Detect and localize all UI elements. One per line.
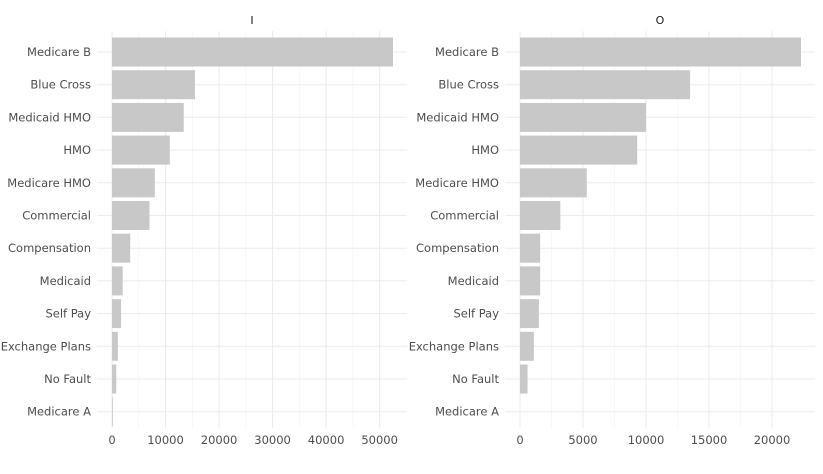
category-label: HMO (63, 143, 91, 157)
facet-title: I (250, 14, 253, 27)
category-label: Compensation (8, 241, 91, 255)
x-tick-label: 30000 (254, 433, 291, 447)
bar (112, 364, 117, 394)
bar (112, 70, 195, 100)
bar (520, 102, 647, 132)
bar (520, 364, 528, 394)
category-label: Medicaid HMO (8, 110, 91, 124)
x-tick-label: 5000 (568, 433, 597, 447)
bar (520, 266, 541, 296)
x-tick-label: 10000 (628, 433, 665, 447)
bar (112, 397, 113, 427)
category-label: Commercial (430, 209, 499, 223)
category-label: Blue Cross (30, 78, 91, 92)
x-tick-label: 0 (516, 433, 523, 447)
category-label: Medicare HMO (415, 176, 499, 190)
x-tick-label: 50000 (361, 433, 398, 447)
bar (520, 135, 638, 165)
category-label: Self Pay (45, 307, 91, 321)
category-label: Commercial (22, 209, 91, 223)
category-label: Medicare A (27, 405, 91, 419)
category-label: Medicaid HMO (416, 110, 499, 124)
bar (520, 168, 587, 198)
category-label: No Fault (44, 372, 91, 386)
bar (520, 299, 539, 329)
category-label: Exchange Plans (1, 339, 91, 353)
bar (112, 331, 118, 361)
x-tick-label: 20000 (754, 433, 791, 447)
bar (520, 331, 534, 361)
bar (112, 102, 184, 132)
bar (112, 299, 122, 329)
category-label: No Fault (452, 372, 499, 386)
bar (112, 201, 150, 230)
bar (112, 266, 123, 296)
bar (112, 233, 131, 263)
x-tick-label: 40000 (308, 433, 345, 447)
x-tick-label: 0 (108, 433, 115, 447)
x-tick-label: 15000 (691, 433, 728, 447)
bar (520, 233, 541, 263)
bar (112, 135, 170, 165)
facet-title: O (656, 14, 665, 27)
category-label: Medicare B (27, 45, 91, 59)
category-label: Medicaid (448, 274, 499, 288)
bar (112, 168, 155, 198)
category-label: Medicare B (435, 45, 499, 59)
bar (520, 37, 801, 67)
bar (520, 70, 691, 100)
category-label: Self Pay (453, 307, 499, 321)
category-label: Medicaid (40, 274, 91, 288)
category-label: Compensation (416, 241, 499, 255)
category-label: HMO (471, 143, 499, 157)
x-tick-label: 10000 (147, 433, 184, 447)
x-tick-label: 20000 (201, 433, 238, 447)
category-label: Medicare A (435, 405, 499, 419)
category-label: Blue Cross (438, 78, 499, 92)
category-label: Medicare HMO (7, 176, 91, 190)
category-label: Exchange Plans (409, 339, 499, 353)
bar (112, 37, 393, 67)
bar (520, 201, 561, 230)
